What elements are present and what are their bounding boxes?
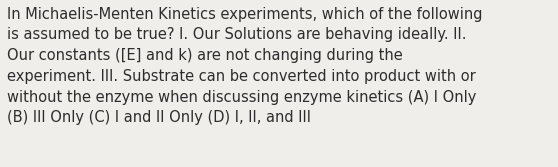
Text: In Michaelis-Menten Kinetics experiments, which of the following
is assumed to b: In Michaelis-Menten Kinetics experiments… <box>7 7 483 125</box>
